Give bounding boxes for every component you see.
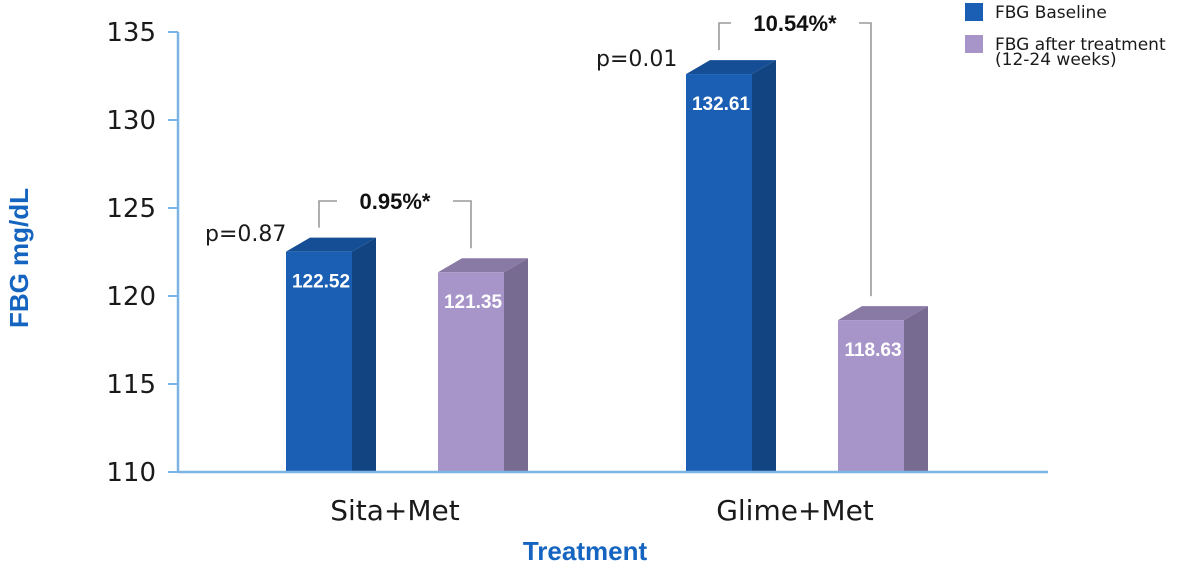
bracket-left (718, 22, 731, 51)
bracket-right (453, 200, 472, 249)
p-value-label: p=0.87 (205, 222, 286, 247)
bar-side (504, 258, 528, 472)
y-axis-title: FBG mg/dL (4, 188, 34, 328)
bracket-right (859, 22, 872, 297)
p-value-label: p=0.01 (596, 47, 677, 72)
bar-0-0: 122.52 (286, 237, 376, 472)
bar-0-1: 132.61 (686, 60, 776, 473)
bar-1-0: 121.35 (438, 258, 528, 472)
legend-label: FBG Baseline (995, 3, 1107, 23)
bar-top (286, 237, 376, 252)
x-category-label: Sita+Met (330, 494, 460, 527)
percent-change-label: 10.54%* (753, 11, 837, 36)
bar-data-label: 118.63 (844, 340, 901, 361)
y-tick-label: 125 (106, 194, 156, 224)
bracket-left (318, 200, 337, 228)
bar-side (352, 237, 376, 472)
legend-swatch (965, 3, 983, 21)
bar-top (686, 60, 776, 75)
y-tick-label: 120 (106, 282, 156, 312)
bar-front (438, 272, 504, 472)
percent-change-label: 0.95%* (360, 189, 431, 214)
bar-data-label: 132.61 (692, 94, 751, 115)
bar-data-label: 121.35 (444, 292, 503, 313)
bar-1-1: 118.63 (838, 306, 928, 472)
legend-label: FBG after treatment (995, 35, 1166, 55)
bar-side (752, 60, 776, 473)
bar-side (904, 306, 928, 472)
x-category-label: Glime+Met (716, 494, 874, 527)
bar-front (838, 320, 904, 472)
x-axis-title: Treatment (523, 536, 648, 566)
y-tick-label: 115 (106, 370, 156, 400)
bar-top (838, 306, 928, 321)
bar-front (686, 74, 752, 473)
bar-top (438, 258, 528, 273)
y-tick-label: 130 (106, 106, 156, 136)
y-tick-label: 110 (106, 458, 156, 488)
bar-front (286, 251, 352, 472)
bar-data-label: 122.52 (292, 272, 350, 293)
legend-label: (12-24 weeks) (995, 50, 1117, 70)
y-tick-label: 135 (106, 18, 156, 48)
legend-swatch (965, 35, 983, 53)
